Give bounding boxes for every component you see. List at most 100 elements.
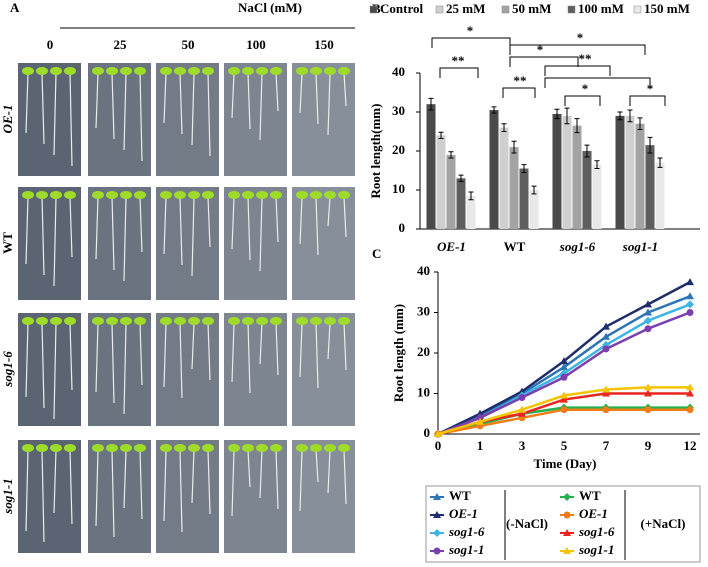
- legend-label: sog1-1: [578, 542, 614, 557]
- seedling: [270, 444, 282, 452]
- seedling: [22, 317, 34, 325]
- marker: [686, 406, 694, 414]
- root: [299, 72, 303, 114]
- y-tick-label: 10: [417, 384, 430, 399]
- bar: [582, 151, 592, 229]
- root: [231, 449, 235, 517]
- x-tick-label: 5: [561, 438, 568, 453]
- bracket: [439, 67, 479, 78]
- annotation: *: [647, 81, 654, 96]
- seedling: [242, 317, 254, 325]
- row-label: sog1-1: [0, 478, 15, 514]
- marker: [686, 309, 694, 316]
- root: [259, 449, 263, 499]
- marker: [560, 391, 568, 399]
- root: [139, 449, 143, 520]
- error-bar: [627, 109, 633, 123]
- marker: [686, 292, 694, 300]
- marker: [560, 357, 568, 365]
- root: [69, 322, 73, 391]
- marker: [560, 363, 568, 371]
- seedling: [256, 317, 268, 325]
- root: [111, 196, 115, 271]
- seedling: [106, 191, 118, 199]
- marker: [518, 387, 526, 395]
- seedling: [188, 191, 200, 199]
- legend-label: 150 mM: [644, 1, 690, 16]
- panel-label: A: [10, 0, 20, 15]
- seedling: [174, 317, 186, 325]
- root: [343, 196, 347, 238]
- root: [275, 449, 279, 510]
- seedling: [270, 191, 282, 199]
- column-label: 0: [47, 37, 54, 52]
- seedling: [188, 444, 200, 452]
- bar: [572, 125, 582, 229]
- seedling: [22, 191, 34, 199]
- legend-label: sog1-6: [448, 524, 485, 539]
- seedling: [106, 444, 118, 452]
- root: [123, 72, 127, 151]
- root: [41, 322, 45, 409]
- seedling: [338, 317, 350, 325]
- seedling: [296, 67, 308, 75]
- root: [25, 322, 29, 398]
- root: [95, 72, 99, 129]
- root: [231, 72, 235, 119]
- root: [207, 322, 211, 381]
- marker: [434, 430, 442, 437]
- root: [179, 196, 183, 266]
- marker: [560, 395, 568, 403]
- marker: [602, 385, 610, 393]
- root: [179, 72, 183, 135]
- seedling: [50, 317, 62, 325]
- seedling: [36, 67, 48, 75]
- seedling: [338, 67, 350, 75]
- error-bar: [647, 136, 653, 154]
- marker: [563, 511, 571, 519]
- seedling: [22, 67, 34, 75]
- marker: [644, 316, 652, 325]
- root: [343, 449, 347, 505]
- seedling: [50, 67, 62, 75]
- root: [247, 449, 251, 488]
- seedling: [310, 67, 322, 75]
- root: [315, 72, 319, 125]
- bracket: [564, 95, 601, 106]
- marker: [602, 332, 610, 340]
- marker: [602, 389, 610, 397]
- seedling: [64, 317, 76, 325]
- bracket: [509, 44, 646, 55]
- marker: [433, 529, 441, 537]
- seedling: [310, 191, 322, 199]
- root: [191, 72, 195, 146]
- bar: [552, 113, 562, 229]
- y-tick-label: 20: [417, 344, 430, 359]
- seedling: [202, 317, 214, 325]
- bracket: [502, 87, 536, 98]
- legend-label: sog1-6: [578, 524, 615, 539]
- seedling: [106, 67, 118, 75]
- legend-label: 25 mM: [446, 1, 485, 16]
- root: [95, 322, 99, 393]
- error-bar: [531, 185, 537, 195]
- seedling: [228, 191, 240, 199]
- error-bar: [584, 144, 590, 158]
- root: [41, 449, 45, 543]
- root: [123, 449, 127, 509]
- marker: [644, 325, 652, 333]
- marker: [644, 406, 652, 414]
- legend-label: 100 mM: [578, 1, 624, 16]
- error-bar: [491, 106, 497, 114]
- seedling: [92, 317, 104, 325]
- legend-label: OE-1: [449, 506, 478, 521]
- root: [179, 322, 183, 399]
- error-bar: [617, 111, 623, 121]
- seedling: [242, 444, 254, 452]
- legend-label: sog1-1: [448, 542, 484, 557]
- marker: [433, 511, 441, 518]
- x-tick-label: sog1-6: [559, 239, 596, 254]
- column-label: 25: [114, 37, 128, 52]
- legend-swatch: [369, 5, 378, 14]
- root: [327, 196, 331, 227]
